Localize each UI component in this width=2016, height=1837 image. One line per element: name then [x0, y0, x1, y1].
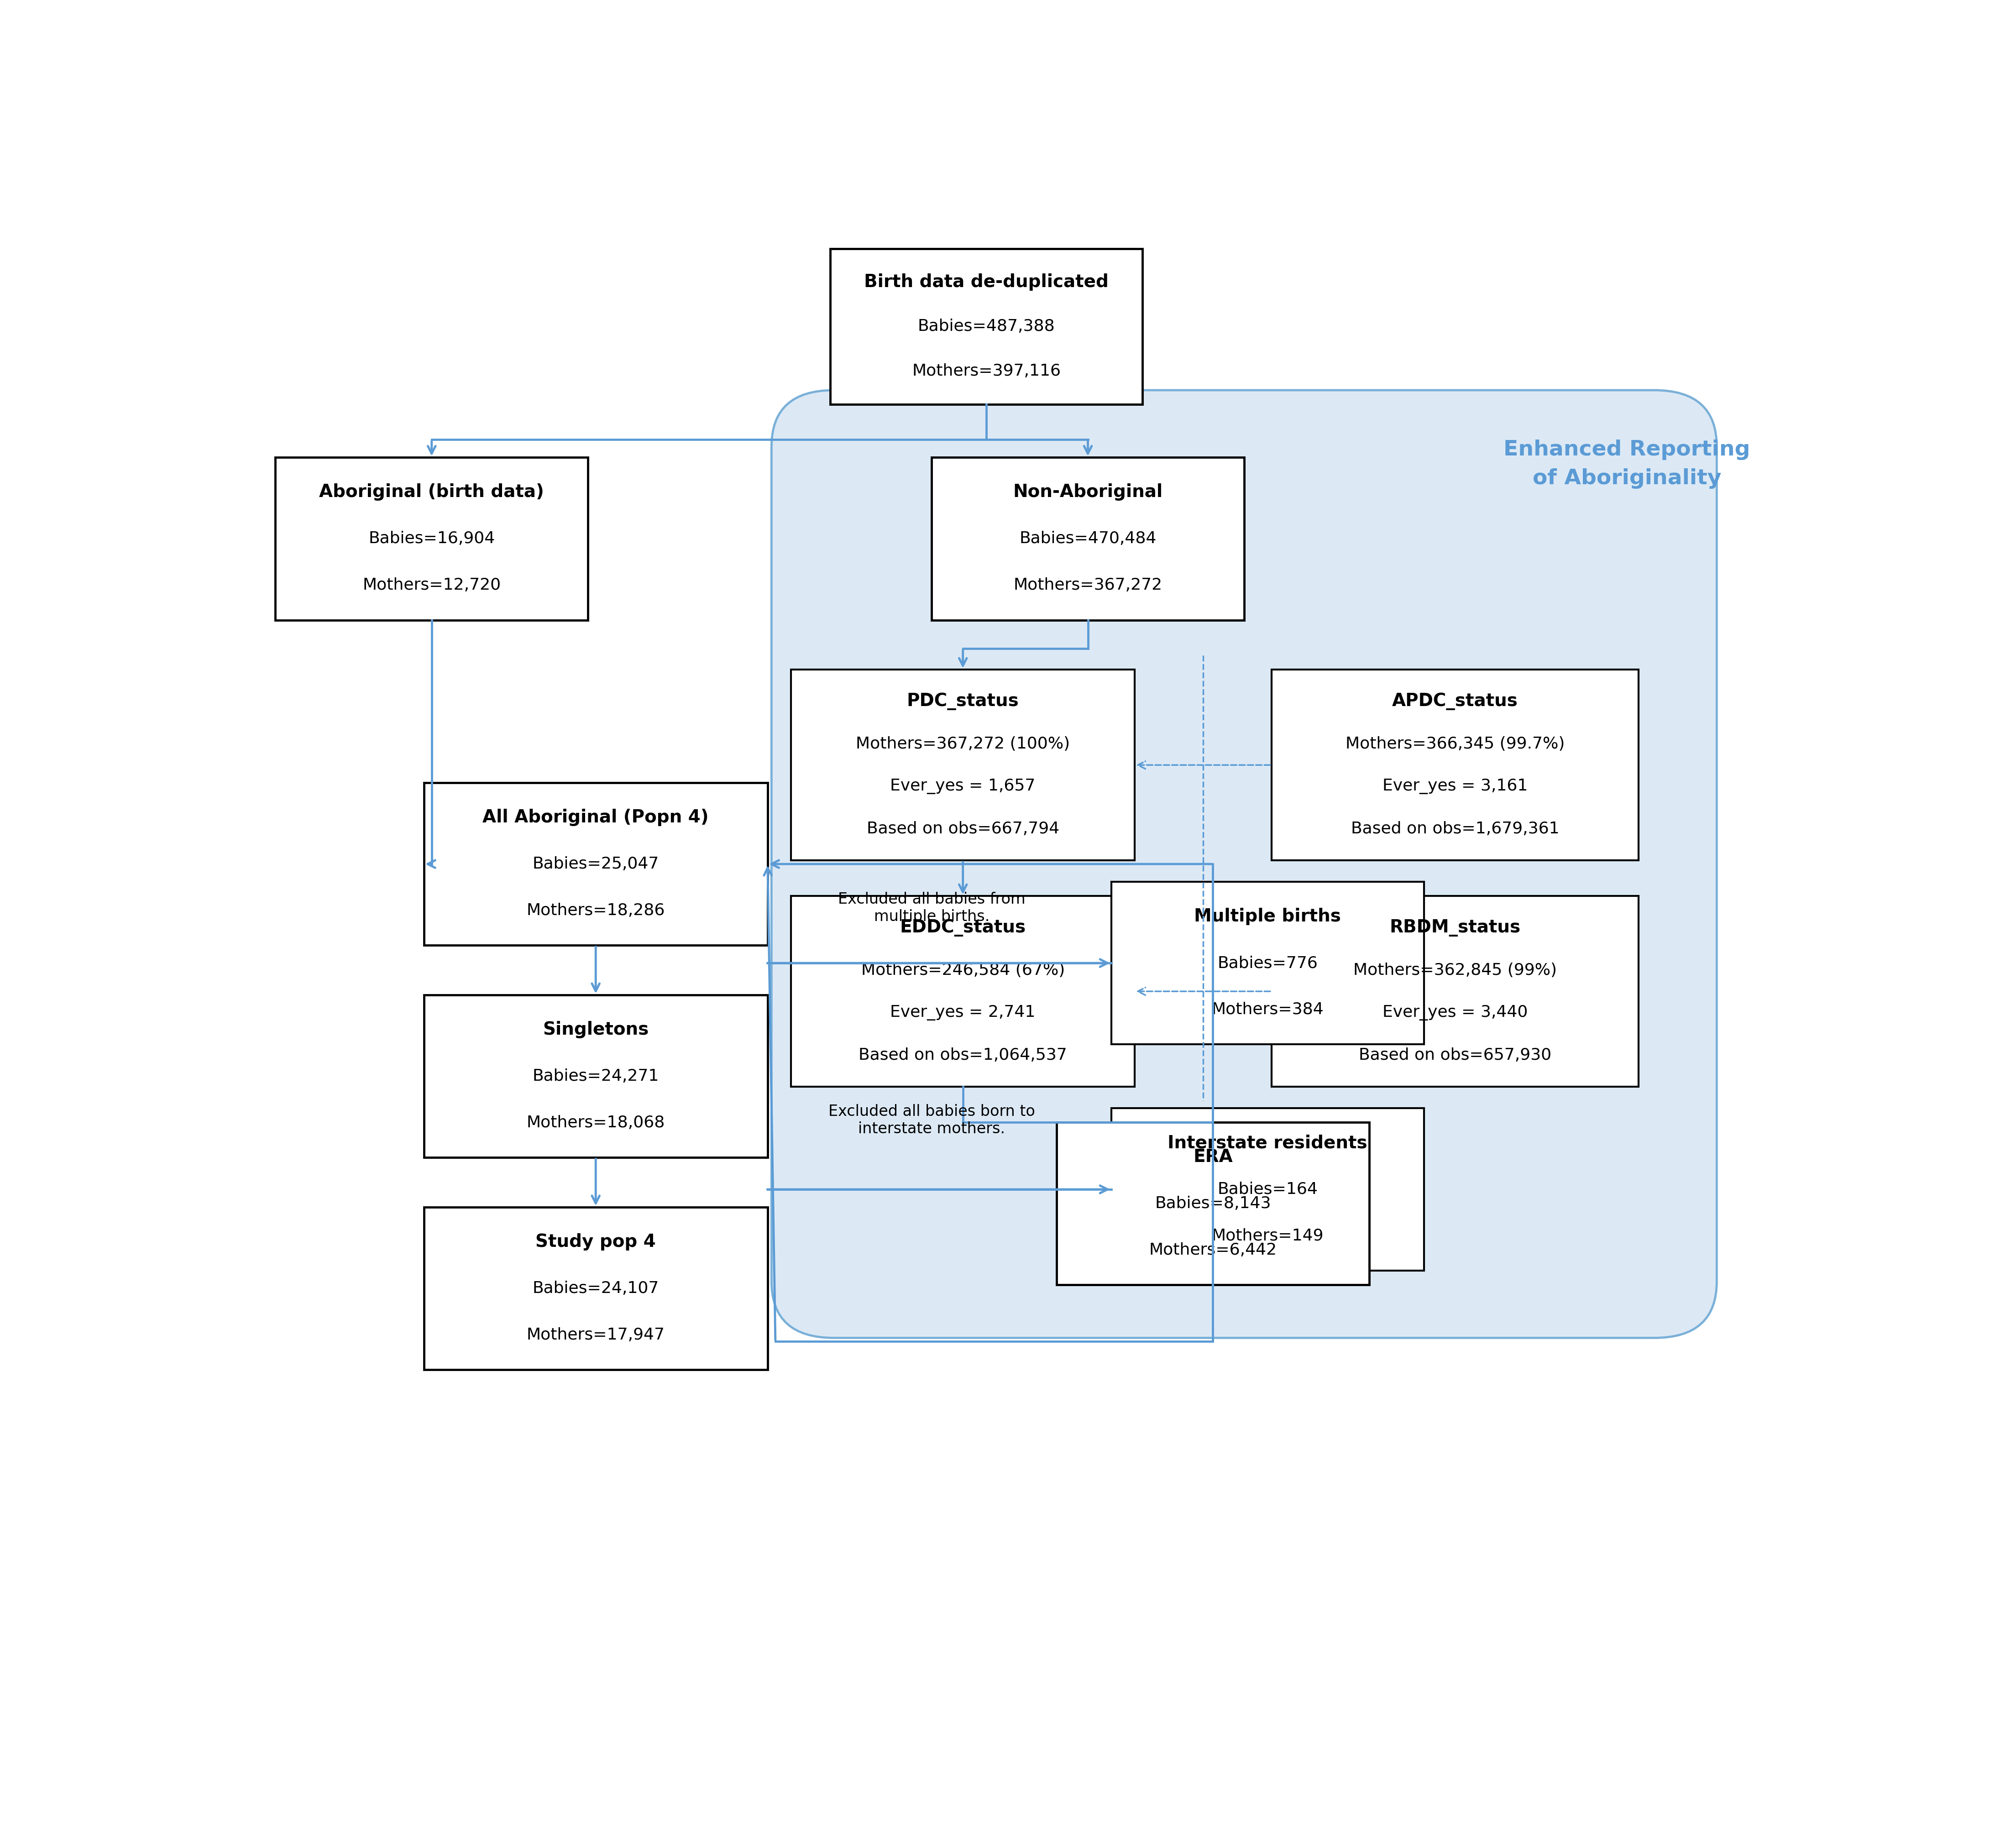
Text: Based on obs=1,064,537: Based on obs=1,064,537 [859, 1047, 1066, 1064]
Text: Mothers=18,068: Mothers=18,068 [526, 1115, 665, 1130]
Text: PDC_status: PDC_status [907, 693, 1018, 711]
Text: Excluded all babies born to
interstate mothers.: Excluded all babies born to interstate m… [829, 1104, 1034, 1137]
Text: Mothers=362,845 (99%): Mothers=362,845 (99%) [1353, 963, 1556, 977]
Text: Mothers=367,272: Mothers=367,272 [1014, 577, 1163, 593]
Text: Mothers=246,584 (67%): Mothers=246,584 (67%) [861, 963, 1064, 977]
Text: Multiple births: Multiple births [1193, 907, 1341, 926]
FancyBboxPatch shape [1111, 882, 1423, 1045]
Text: Babies=24,107: Babies=24,107 [532, 1280, 659, 1297]
Text: Babies=164: Babies=164 [1218, 1181, 1318, 1198]
Text: Ever_yes = 2,741: Ever_yes = 2,741 [891, 1005, 1036, 1020]
Text: Babies=24,271: Babies=24,271 [532, 1069, 659, 1084]
FancyBboxPatch shape [423, 996, 768, 1157]
Text: Babies=776: Babies=776 [1218, 955, 1318, 970]
Text: Mothers=6,442: Mothers=6,442 [1149, 1242, 1276, 1258]
Text: APDC_status: APDC_status [1393, 693, 1518, 711]
Text: Interstate residents: Interstate residents [1167, 1133, 1367, 1152]
FancyBboxPatch shape [276, 457, 589, 621]
Text: Aboriginal (birth data): Aboriginal (birth data) [319, 483, 544, 502]
Text: Mothers=367,272 (100%): Mothers=367,272 (100%) [857, 737, 1070, 751]
Text: Based on obs=657,930: Based on obs=657,930 [1359, 1047, 1552, 1064]
Text: Excluded all babies from
multiple births.: Excluded all babies from multiple births… [839, 891, 1026, 924]
Text: Mothers=384: Mothers=384 [1212, 1001, 1325, 1018]
Text: Babies=487,388: Babies=487,388 [917, 320, 1054, 334]
Text: Mothers=149: Mothers=149 [1212, 1229, 1325, 1244]
FancyBboxPatch shape [790, 896, 1135, 1088]
Text: Mothers=18,286: Mothers=18,286 [526, 902, 665, 918]
Text: Based on obs=1,679,361: Based on obs=1,679,361 [1351, 821, 1558, 836]
Text: Babies=25,047: Babies=25,047 [532, 856, 659, 873]
FancyBboxPatch shape [1111, 1108, 1423, 1271]
FancyBboxPatch shape [423, 783, 768, 946]
FancyBboxPatch shape [1056, 1122, 1369, 1284]
FancyBboxPatch shape [931, 457, 1244, 621]
Text: Birth data de-duplicated: Birth data de-duplicated [865, 274, 1109, 290]
Text: Mothers=366,345 (99.7%): Mothers=366,345 (99.7%) [1345, 737, 1564, 751]
FancyBboxPatch shape [1272, 896, 1639, 1088]
Text: Mothers=17,947: Mothers=17,947 [526, 1326, 665, 1343]
Text: Singletons: Singletons [542, 1021, 649, 1038]
FancyBboxPatch shape [831, 248, 1143, 404]
Text: Ever_yes = 3,440: Ever_yes = 3,440 [1383, 1005, 1528, 1020]
FancyBboxPatch shape [790, 669, 1135, 860]
Text: Mothers=397,116: Mothers=397,116 [911, 364, 1060, 378]
Text: All Aboriginal (Popn 4): All Aboriginal (Popn 4) [482, 808, 710, 827]
Text: Babies=16,904: Babies=16,904 [369, 531, 496, 546]
Text: Study pop 4: Study pop 4 [536, 1233, 655, 1251]
Text: Babies=470,484: Babies=470,484 [1020, 531, 1157, 546]
Text: RBDM_status: RBDM_status [1389, 918, 1520, 937]
Text: Mothers=12,720: Mothers=12,720 [363, 577, 500, 593]
FancyBboxPatch shape [1272, 669, 1639, 860]
Text: ERA: ERA [1193, 1148, 1232, 1166]
Text: Non-Aboriginal: Non-Aboriginal [1012, 483, 1163, 502]
Text: Ever_yes = 1,657: Ever_yes = 1,657 [891, 779, 1036, 794]
Text: EDDC_status: EDDC_status [899, 918, 1026, 937]
Text: Babies=8,143: Babies=8,143 [1155, 1196, 1270, 1211]
FancyBboxPatch shape [423, 1207, 768, 1370]
FancyBboxPatch shape [772, 389, 1718, 1337]
Text: Enhanced Reporting
of Aboriginality: Enhanced Reporting of Aboriginality [1504, 439, 1750, 489]
Text: Ever_yes = 3,161: Ever_yes = 3,161 [1383, 779, 1528, 794]
Text: Based on obs=667,794: Based on obs=667,794 [867, 821, 1058, 836]
